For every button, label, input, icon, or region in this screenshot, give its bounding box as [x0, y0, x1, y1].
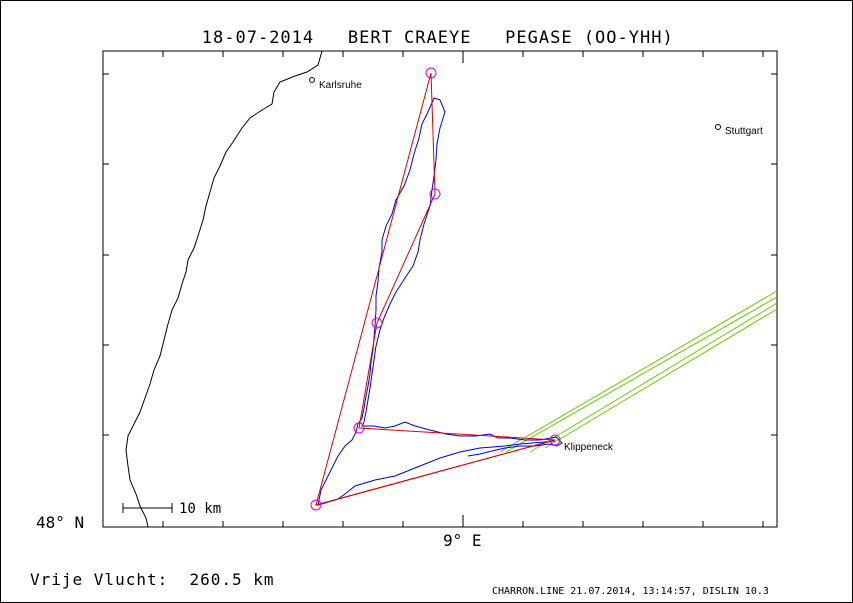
gps-track: [317, 97, 563, 506]
turnpoints: [310, 67, 561, 511]
city-karlsruhe: Karlsruhe: [309, 77, 362, 91]
city-label: Klippeneck: [564, 442, 614, 453]
turnpoint-marker: [429, 188, 441, 200]
pilot-name: BERT CRAEYE: [347, 28, 472, 48]
city-label: Stuttgart: [725, 126, 763, 137]
city-label: Karlsruhe: [319, 80, 362, 91]
aircraft-name: PEGASE (OO-YHH): [505, 28, 674, 48]
footer-info: CHARRON.LINE 21.07.2014, 13:14:57, DISLI…: [492, 586, 769, 597]
turnpoint-marker: [310, 499, 322, 511]
latitude-label: 48° N: [36, 513, 85, 532]
airspace-lines: [499, 290, 778, 453]
axis-ticks: [103, 51, 777, 527]
scale-bar: 10 km: [122, 501, 221, 517]
city-stuttgart: Stuttgart: [715, 124, 763, 137]
city-marker: [715, 124, 721, 130]
country-border: [125, 50, 323, 528]
flight-date: 18-07-2014: [201, 28, 315, 48]
turnpoint-marker: [371, 317, 383, 329]
turnpoint-marker: [425, 67, 437, 79]
distance-summary: Vrije Vlucht: 260.5 km: [30, 570, 275, 589]
city-klippeneck: Klippeneck: [564, 442, 614, 453]
turnpoint-marker: [353, 422, 365, 434]
distance-label: Vrije Vlucht:: [30, 570, 169, 589]
distance-value: 260.5 km: [189, 570, 275, 589]
longitude-label: 9° E: [443, 531, 482, 550]
city-marker: [309, 77, 315, 83]
scale-bar-label: 10 km: [179, 501, 221, 517]
map-area: [102, 50, 778, 528]
task-leg: [315, 439, 556, 506]
turnpoint-marker: [549, 434, 561, 446]
flight-title: 18-07-2014 BERT CRAEYE PEGASE (OO-YHH): [0, 8, 853, 48]
